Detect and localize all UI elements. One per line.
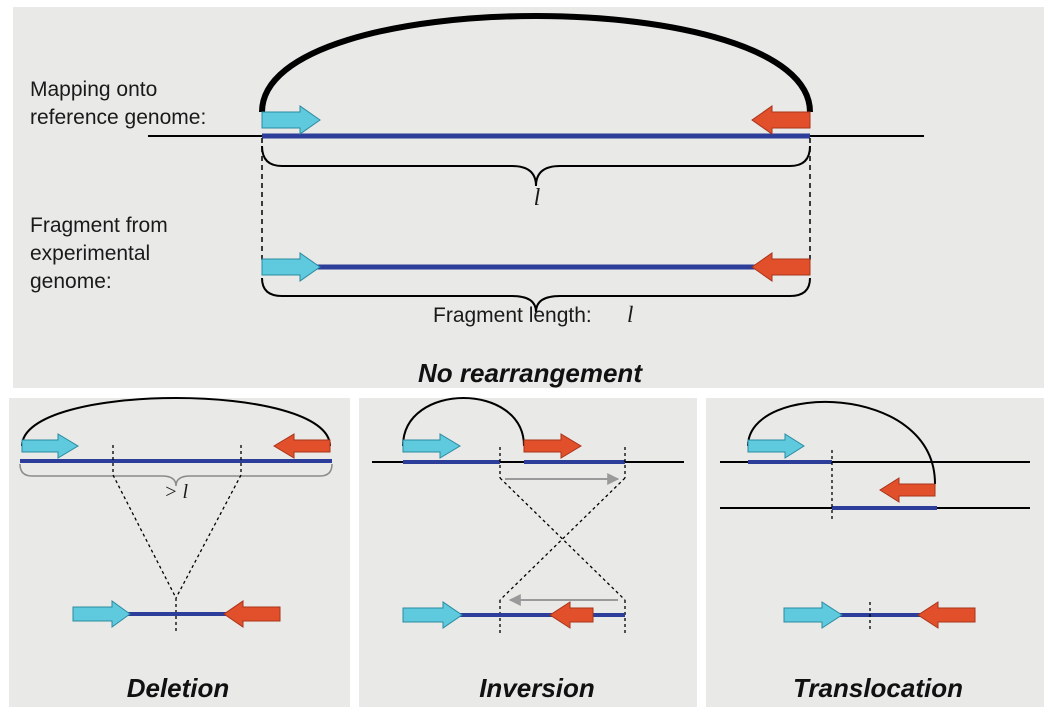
reverse-read-arrow	[273, 433, 331, 459]
fragment-reverse-read-arrow	[751, 252, 811, 282]
read-pair-arc	[21, 397, 331, 447]
fragment-reverse-read-arrow	[917, 601, 976, 629]
inversion-cross-line-1	[499, 477, 626, 601]
mapping-label-line-1: Mapping onto	[30, 78, 157, 101]
read-arrow-same-orientation	[523, 433, 582, 459]
length-brace-bottom	[261, 277, 811, 313]
read-pair-arc	[747, 401, 936, 485]
fragment-forward-read-arrow	[72, 600, 131, 628]
deletion-guide-right	[175, 474, 242, 599]
reverse-read-arrow	[751, 105, 811, 135]
length-brace-top	[261, 145, 811, 187]
fragment-forward-read-arrow	[261, 252, 321, 282]
reverse-read-arrow	[879, 477, 936, 503]
read-pair-arc	[402, 397, 525, 447]
panel-title-translocation: Translocation	[793, 673, 963, 703]
panel-title-inversion: Inversion	[479, 673, 595, 703]
fragment-length-label: Fragment length:	[433, 304, 592, 327]
fragment-reverse-read-arrow	[549, 601, 594, 629]
inversion-cross-line-2	[499, 477, 626, 601]
deletion-guide-left	[112, 474, 177, 599]
fragment-forward-read-arrow	[402, 601, 463, 629]
read-pair-arc	[259, 13, 813, 113]
panel-deletion: > l Deletion	[9, 397, 350, 707]
fragment-label-line-1: Fragment from	[30, 214, 168, 237]
brace-symbol-l: l	[534, 185, 541, 211]
panel-translocation: Translocation	[706, 398, 1044, 707]
fragment-label-line-2: experimental	[30, 242, 150, 265]
fragment-length-symbol: l	[627, 302, 633, 327]
forward-read-arrow	[261, 105, 321, 135]
panel-background	[13, 7, 1044, 388]
fragment-reverse-read-arrow	[223, 600, 281, 628]
panel-title-no-rearrangement: No rearrangement	[418, 358, 643, 388]
fragment-forward-read-arrow	[783, 601, 843, 629]
forward-read-arrow	[402, 433, 461, 459]
panel-no-rearrangement: Mapping onto reference genome: l Fragmen…	[13, 7, 1044, 388]
forward-read-arrow	[747, 433, 805, 459]
panel-inversion: Inversion	[359, 397, 697, 707]
forward-read-arrow	[21, 433, 79, 459]
fragment-label-line-3: genome:	[30, 270, 112, 293]
mapping-label-line-2: reference genome:	[30, 106, 206, 129]
panel-title-deletion: Deletion	[127, 673, 230, 703]
span-label: > l	[164, 481, 188, 503]
span-brace	[19, 463, 333, 487]
